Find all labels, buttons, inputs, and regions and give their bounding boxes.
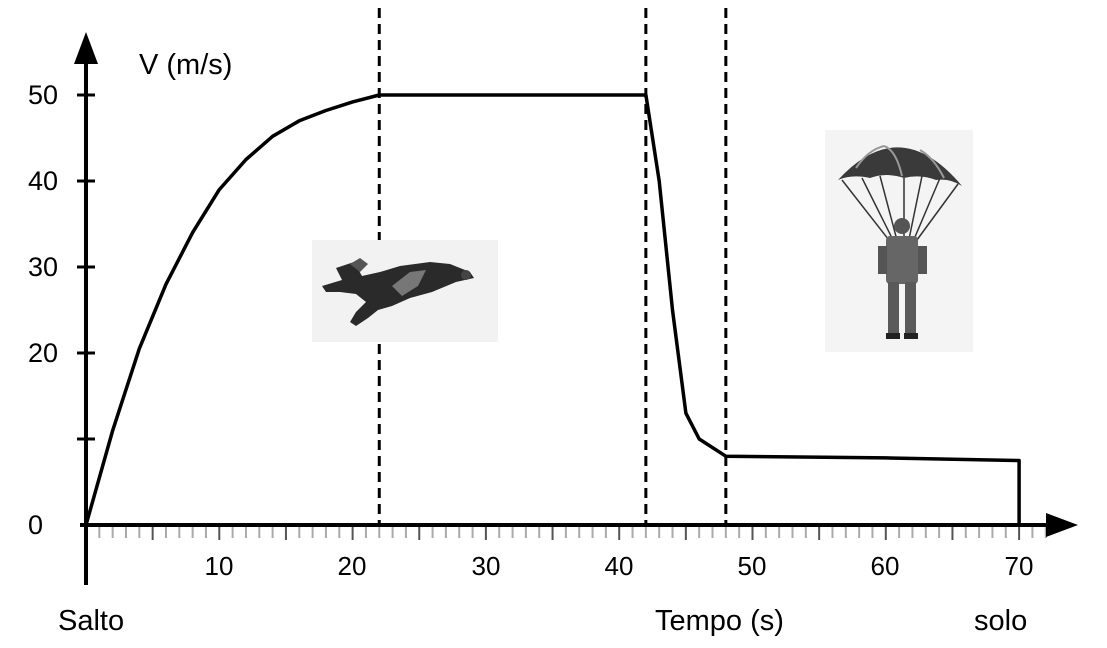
x-tick-label-70: 70 [1005,551,1034,581]
y-tick-label-30: 30 [28,252,58,282]
series-line [84,93,1021,526]
x-tick-label-30: 30 [472,551,501,581]
y-axis-label: V (m/s) [139,49,232,81]
y-tick-label-0: 0 [28,510,43,540]
start-label: Salto [58,605,124,637]
freefall-skydiver-icon [312,240,498,342]
parachutist-icon [825,130,973,352]
y-axis-arrow [74,32,98,64]
x-tick-label-10: 10 [205,551,234,581]
x-axis-label: Tempo (s) [655,605,784,637]
y-tick-label-50: 50 [28,80,58,110]
x-tick-label-60: 60 [871,551,900,581]
x-tick-label-50: 50 [738,551,767,581]
x-tick-label-20: 20 [338,551,367,581]
end-label: solo [974,605,1027,637]
x-tick-label-40: 40 [605,551,634,581]
x-axis-arrow [1046,513,1078,537]
y-tick-label-20: 20 [28,338,58,368]
y-tick-label-40: 40 [28,166,58,196]
